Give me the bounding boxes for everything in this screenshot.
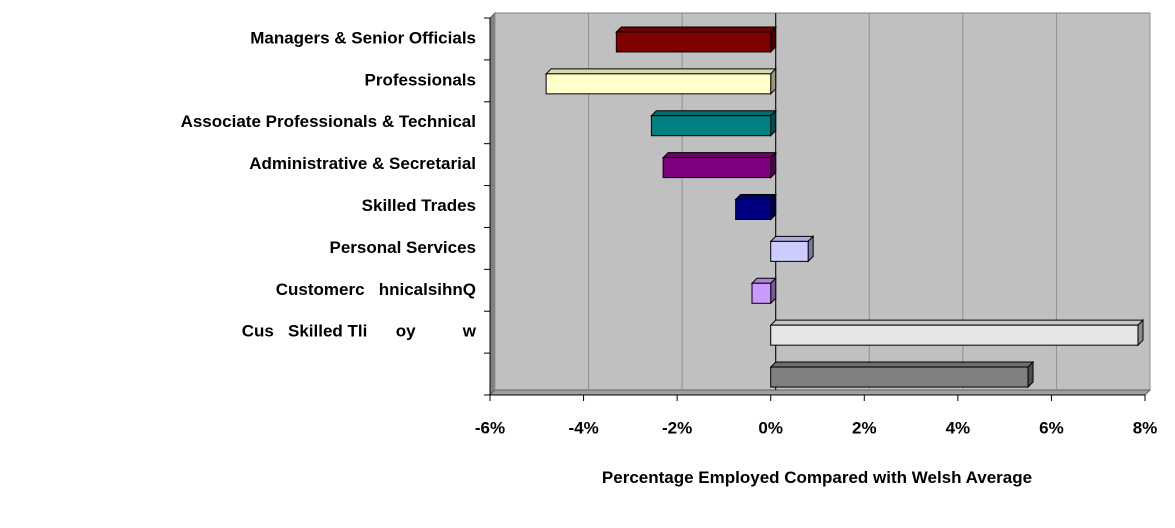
bar-top xyxy=(650,110,777,117)
bar-front xyxy=(770,324,1139,346)
bar xyxy=(734,193,777,221)
bar-side xyxy=(770,109,777,137)
x-tick-label: 8% xyxy=(1133,418,1158,437)
bar-side xyxy=(770,193,777,221)
bar xyxy=(650,109,777,137)
y-tick-label: Customerc hnicalsihnQ xyxy=(276,280,476,299)
bar-side xyxy=(770,151,777,179)
bar-side xyxy=(770,25,777,54)
x-tick-label: 4% xyxy=(946,418,971,437)
bar-front xyxy=(662,157,772,179)
y-tick-label: Associate Professionals & Technical xyxy=(181,112,476,131)
bar xyxy=(544,67,777,96)
bar-front xyxy=(735,199,772,220)
bar xyxy=(769,360,1035,389)
y-tick-label: Professionals xyxy=(365,70,477,89)
bar xyxy=(769,235,815,263)
bar xyxy=(615,25,777,54)
bar-front xyxy=(770,240,809,262)
y-tick-label: Skilled Trades xyxy=(362,196,476,215)
x-tick-label: 2% xyxy=(852,418,877,437)
bar-front xyxy=(650,115,772,137)
bar-front xyxy=(770,366,1029,388)
bar-side xyxy=(1137,318,1144,347)
bar-top xyxy=(544,68,777,75)
bar-top xyxy=(661,152,777,159)
bar-side xyxy=(1027,360,1034,389)
bar-top xyxy=(769,319,1145,326)
x-tick-label: 6% xyxy=(1039,418,1064,437)
x-tick-label: 0% xyxy=(758,418,783,437)
bar-top xyxy=(769,235,815,242)
y-tick-label: Cus Skilled Tli oy w xyxy=(242,322,477,341)
plot-floor xyxy=(488,389,1152,396)
bar-front xyxy=(751,282,772,304)
x-tick-label: -4% xyxy=(568,418,598,437)
y-tick-label: Personal Services xyxy=(330,238,476,257)
x-axis-title: Percentage Employed Compared with Welsh … xyxy=(601,468,1033,487)
x-tick-label: -6% xyxy=(475,418,505,437)
bar xyxy=(661,151,777,179)
bar xyxy=(769,318,1145,347)
x-tick-label: -2% xyxy=(662,418,692,437)
bar-side xyxy=(807,235,814,263)
plot-side xyxy=(489,11,496,397)
bar-front xyxy=(545,73,772,95)
y-tick-label: Administrative & Secretarial xyxy=(249,154,476,173)
bar-top xyxy=(769,361,1035,368)
bar-front xyxy=(615,31,772,53)
bar-top xyxy=(615,26,777,33)
bar-side xyxy=(770,67,777,96)
bar-top xyxy=(734,194,777,200)
bar-side xyxy=(770,277,777,305)
bar xyxy=(750,277,777,305)
y-tick-label: Managers & Senior Officials xyxy=(250,28,476,47)
